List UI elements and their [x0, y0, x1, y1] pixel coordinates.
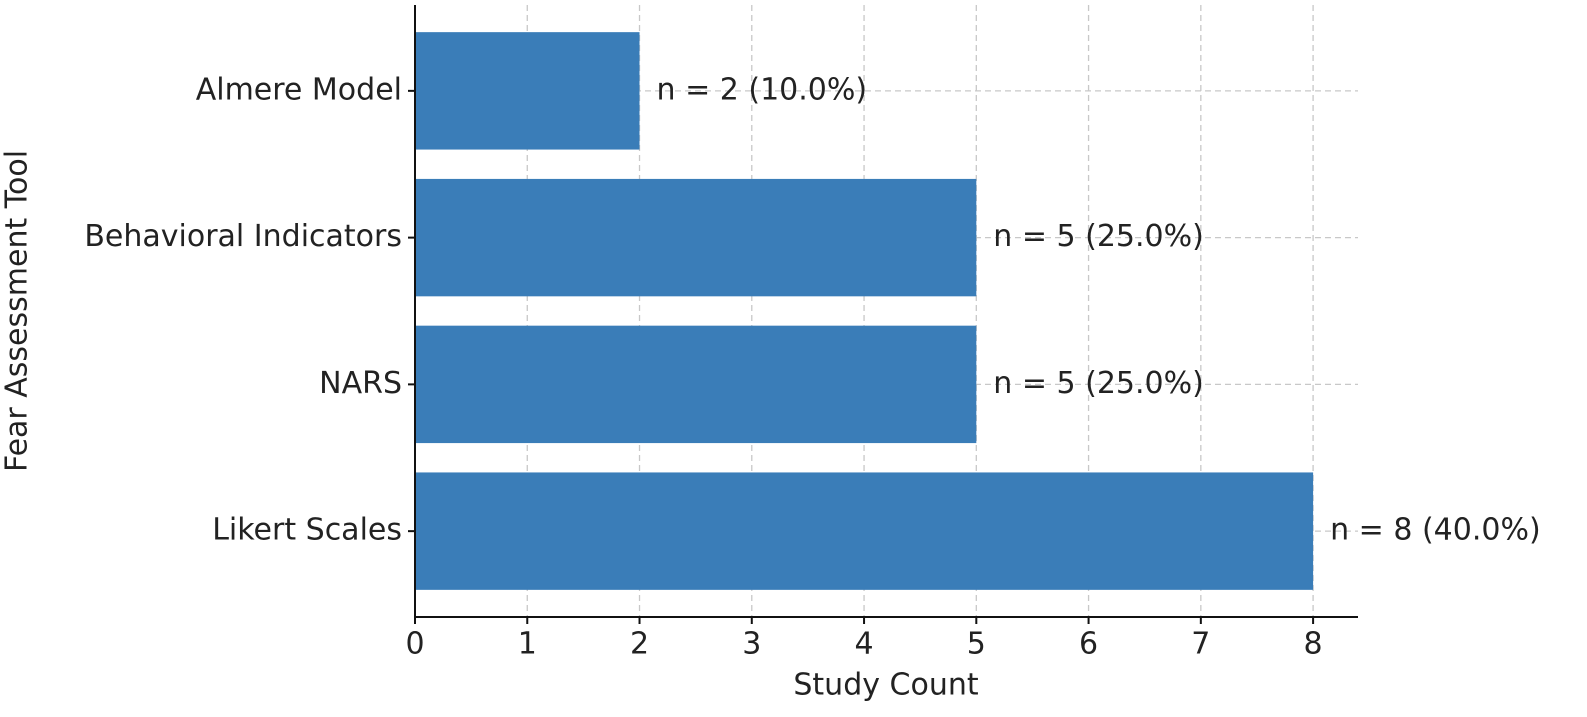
x-tick-label: 6	[1079, 627, 1098, 662]
x-tick-label: 2	[630, 627, 649, 662]
y-axis-label: Fear Assessment Tool	[0, 150, 35, 472]
bar	[415, 472, 1314, 590]
y-tick-label: Behavioral Indicators	[84, 219, 402, 254]
y-tick-label: NARS	[319, 366, 402, 401]
y-tick-label: Likert Scales	[212, 513, 402, 548]
x-axis-label: Study Count	[793, 668, 978, 703]
x-tick-label: 8	[1304, 627, 1323, 662]
x-tick-label: 0	[405, 627, 424, 662]
data-label: n = 5 (25.0%)	[993, 366, 1204, 401]
bar	[415, 325, 977, 444]
data-label: n = 8 (40.0%)	[1330, 513, 1541, 548]
bar	[415, 32, 640, 150]
y-tick-label: Almere Model	[196, 72, 402, 107]
data-label: n = 5 (25.0%)	[993, 219, 1204, 254]
data-label: n = 2 (10.0%)	[657, 72, 868, 107]
x-tick-label: 3	[742, 627, 761, 662]
bar	[415, 178, 977, 297]
x-tick-label: 5	[967, 627, 986, 662]
x-tick-label: 1	[518, 627, 537, 662]
x-tick-label: 7	[1191, 627, 1210, 662]
x-tick-label: 4	[855, 627, 874, 662]
